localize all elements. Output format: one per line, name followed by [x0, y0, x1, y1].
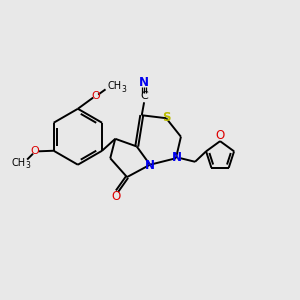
- Text: S: S: [163, 110, 171, 124]
- Text: CH: CH: [107, 81, 122, 92]
- Text: CH: CH: [12, 158, 26, 167]
- Text: O: O: [91, 91, 100, 101]
- Text: N: N: [145, 159, 155, 172]
- Text: O: O: [30, 146, 39, 156]
- Text: 3: 3: [122, 85, 126, 94]
- Text: O: O: [112, 190, 121, 203]
- Text: O: O: [216, 129, 225, 142]
- Text: N: N: [139, 76, 149, 89]
- Text: N: N: [172, 151, 182, 164]
- Text: 3: 3: [26, 161, 31, 170]
- Text: C: C: [140, 92, 148, 101]
